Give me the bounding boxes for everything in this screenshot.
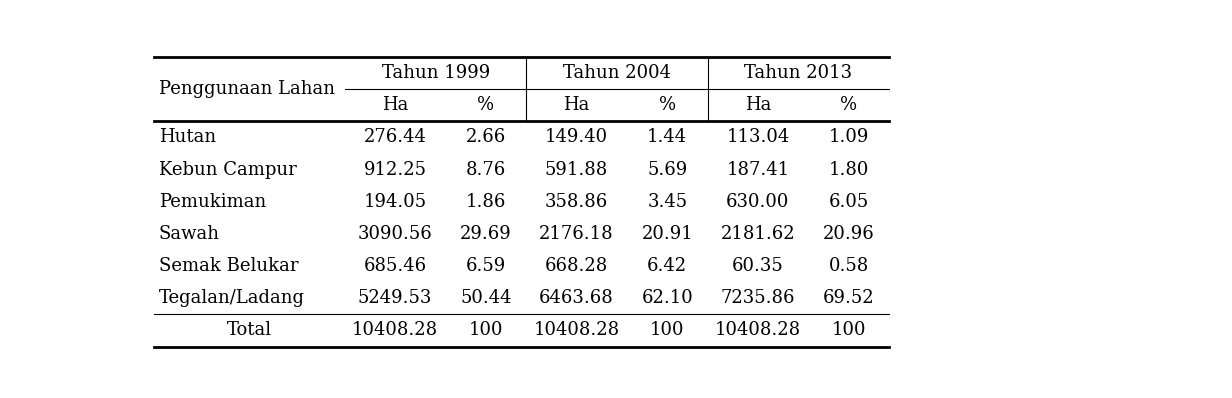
Text: 1.86: 1.86 [466, 193, 506, 211]
Text: 62.10: 62.10 [642, 289, 694, 307]
Text: 60.35: 60.35 [732, 257, 784, 275]
Text: 20.96: 20.96 [823, 225, 875, 243]
Text: 113.04: 113.04 [727, 129, 790, 146]
Text: 10408.28: 10408.28 [533, 322, 620, 339]
Text: 100: 100 [650, 322, 685, 339]
Text: %: % [477, 96, 494, 114]
Text: Ha: Ha [382, 96, 408, 114]
Text: 194.05: 194.05 [363, 193, 426, 211]
Text: 2176.18: 2176.18 [540, 225, 614, 243]
Text: 6.05: 6.05 [828, 193, 869, 211]
Text: 1.80: 1.80 [828, 160, 869, 179]
Text: Kebun Campur: Kebun Campur [159, 160, 297, 179]
Text: %: % [840, 96, 857, 114]
Text: 10408.28: 10408.28 [715, 322, 801, 339]
Text: %: % [659, 96, 676, 114]
Text: 6.42: 6.42 [647, 257, 687, 275]
Text: 2.66: 2.66 [466, 129, 506, 146]
Text: 0.58: 0.58 [828, 257, 869, 275]
Text: 149.40: 149.40 [545, 129, 609, 146]
Text: 10408.28: 10408.28 [352, 322, 439, 339]
Text: 6.59: 6.59 [466, 257, 506, 275]
Text: 685.46: 685.46 [363, 257, 426, 275]
Text: 100: 100 [468, 322, 503, 339]
Text: 630.00: 630.00 [726, 193, 790, 211]
Text: Hutan: Hutan [159, 129, 216, 146]
Text: 50.44: 50.44 [460, 289, 511, 307]
Text: Tahun 1999: Tahun 1999 [382, 64, 490, 82]
Text: 3.45: 3.45 [647, 193, 687, 211]
Text: 6463.68: 6463.68 [540, 289, 614, 307]
Text: 187.41: 187.41 [727, 160, 790, 179]
Text: 69.52: 69.52 [823, 289, 875, 307]
Text: Tahun 2004: Tahun 2004 [563, 64, 671, 82]
Text: 7235.86: 7235.86 [721, 289, 795, 307]
Text: 20.91: 20.91 [642, 225, 694, 243]
Text: Ha: Ha [744, 96, 771, 114]
Text: 5249.53: 5249.53 [359, 289, 432, 307]
Text: 100: 100 [832, 322, 866, 339]
Text: Penggunaan Lahan: Penggunaan Lahan [159, 80, 335, 98]
Text: 1.44: 1.44 [647, 129, 687, 146]
Text: Semak Belukar: Semak Belukar [159, 257, 298, 275]
Text: 8.76: 8.76 [466, 160, 506, 179]
Text: Tegalan/Ladang: Tegalan/Ladang [159, 289, 304, 307]
Text: Tahun 2013: Tahun 2013 [744, 64, 853, 82]
Text: 591.88: 591.88 [545, 160, 609, 179]
Text: 358.86: 358.86 [545, 193, 609, 211]
Text: Sawah: Sawah [159, 225, 219, 243]
Text: Total: Total [227, 322, 272, 339]
Text: Ha: Ha [563, 96, 590, 114]
Text: 1.09: 1.09 [828, 129, 869, 146]
Text: 2181.62: 2181.62 [721, 225, 795, 243]
Text: 912.25: 912.25 [363, 160, 426, 179]
Text: 29.69: 29.69 [460, 225, 511, 243]
Text: 3090.56: 3090.56 [357, 225, 432, 243]
Text: 668.28: 668.28 [545, 257, 609, 275]
Text: Pemukiman: Pemukiman [159, 193, 266, 211]
Text: 276.44: 276.44 [363, 129, 426, 146]
Text: 5.69: 5.69 [647, 160, 687, 179]
